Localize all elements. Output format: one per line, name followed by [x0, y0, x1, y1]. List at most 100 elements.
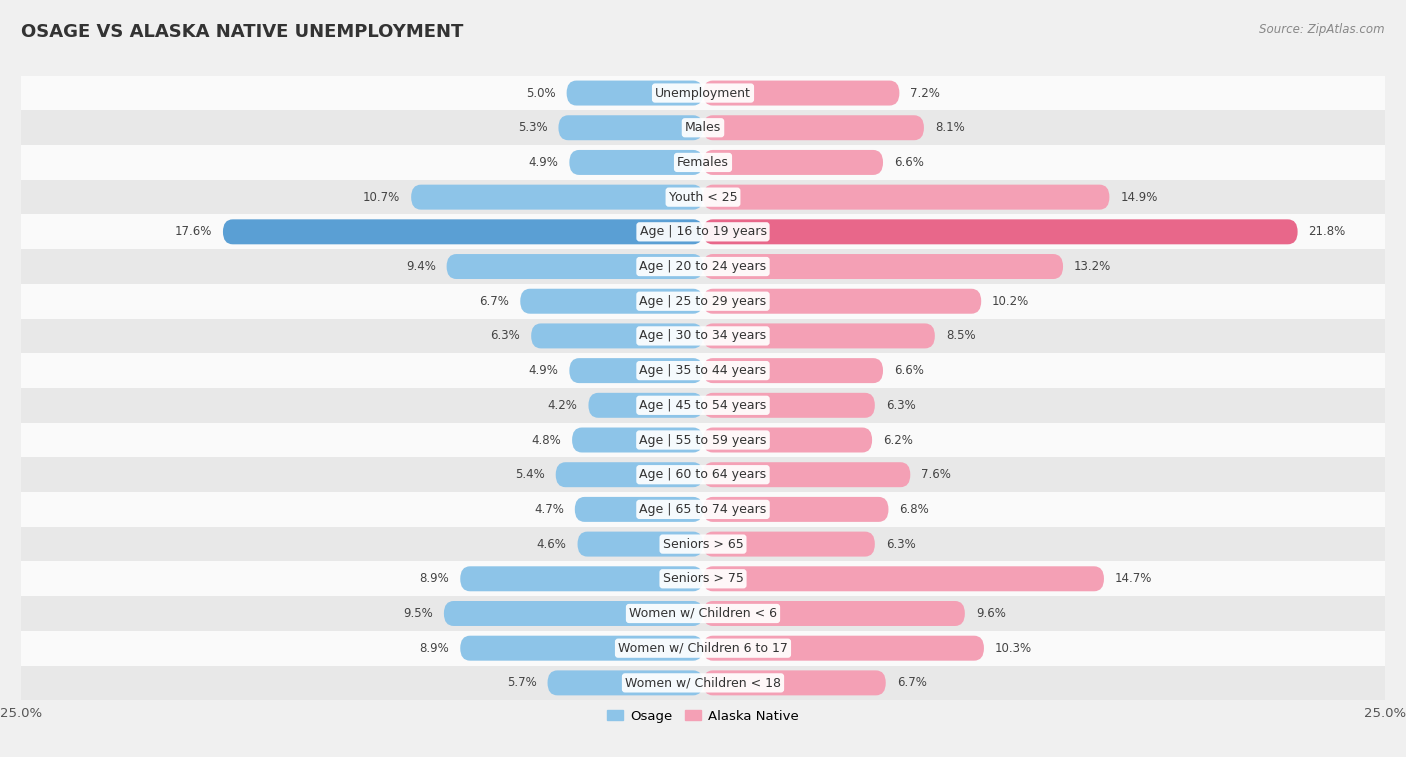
Text: 14.7%: 14.7% — [1115, 572, 1153, 585]
Bar — [21, 319, 1385, 354]
Text: Age | 45 to 54 years: Age | 45 to 54 years — [640, 399, 766, 412]
FancyBboxPatch shape — [703, 115, 924, 140]
Legend: Osage, Alaska Native: Osage, Alaska Native — [602, 705, 804, 728]
FancyBboxPatch shape — [703, 531, 875, 556]
Text: 10.3%: 10.3% — [995, 642, 1032, 655]
Bar — [21, 214, 1385, 249]
FancyBboxPatch shape — [411, 185, 703, 210]
Text: 7.2%: 7.2% — [910, 86, 941, 100]
Text: 6.6%: 6.6% — [894, 156, 924, 169]
Bar — [21, 180, 1385, 214]
Bar — [21, 527, 1385, 562]
Text: Seniors > 75: Seniors > 75 — [662, 572, 744, 585]
FancyBboxPatch shape — [703, 185, 1109, 210]
FancyBboxPatch shape — [569, 150, 703, 175]
Text: Age | 60 to 64 years: Age | 60 to 64 years — [640, 468, 766, 481]
Text: Seniors > 65: Seniors > 65 — [662, 537, 744, 550]
FancyBboxPatch shape — [567, 80, 703, 105]
Text: 6.8%: 6.8% — [900, 503, 929, 516]
Text: 10.7%: 10.7% — [363, 191, 401, 204]
FancyBboxPatch shape — [703, 150, 883, 175]
Text: 10.2%: 10.2% — [993, 294, 1029, 308]
FancyBboxPatch shape — [703, 254, 1063, 279]
Text: Women w/ Children < 6: Women w/ Children < 6 — [628, 607, 778, 620]
Text: 5.4%: 5.4% — [515, 468, 544, 481]
Text: 6.3%: 6.3% — [886, 399, 915, 412]
Text: 4.9%: 4.9% — [529, 156, 558, 169]
FancyBboxPatch shape — [589, 393, 703, 418]
Text: Youth < 25: Youth < 25 — [669, 191, 737, 204]
Text: 4.2%: 4.2% — [548, 399, 578, 412]
Text: Unemployment: Unemployment — [655, 86, 751, 100]
Bar — [21, 457, 1385, 492]
Text: Age | 65 to 74 years: Age | 65 to 74 years — [640, 503, 766, 516]
Text: 8.9%: 8.9% — [419, 642, 450, 655]
FancyBboxPatch shape — [520, 288, 703, 313]
FancyBboxPatch shape — [703, 288, 981, 313]
FancyBboxPatch shape — [569, 358, 703, 383]
Text: 6.7%: 6.7% — [479, 294, 509, 308]
Text: 9.6%: 9.6% — [976, 607, 1005, 620]
Text: Age | 25 to 29 years: Age | 25 to 29 years — [640, 294, 766, 308]
FancyBboxPatch shape — [447, 254, 703, 279]
Text: 4.6%: 4.6% — [537, 537, 567, 550]
FancyBboxPatch shape — [555, 463, 703, 488]
Text: Males: Males — [685, 121, 721, 134]
Text: Age | 30 to 34 years: Age | 30 to 34 years — [640, 329, 766, 342]
FancyBboxPatch shape — [444, 601, 703, 626]
Text: Age | 35 to 44 years: Age | 35 to 44 years — [640, 364, 766, 377]
Text: 5.7%: 5.7% — [508, 676, 537, 690]
Text: 9.4%: 9.4% — [406, 260, 436, 273]
Text: Age | 55 to 59 years: Age | 55 to 59 years — [640, 434, 766, 447]
FancyBboxPatch shape — [703, 566, 1104, 591]
FancyBboxPatch shape — [531, 323, 703, 348]
Bar — [21, 562, 1385, 597]
FancyBboxPatch shape — [703, 636, 984, 661]
Text: 6.3%: 6.3% — [491, 329, 520, 342]
FancyBboxPatch shape — [703, 497, 889, 522]
Text: 6.3%: 6.3% — [886, 537, 915, 550]
Text: 9.5%: 9.5% — [404, 607, 433, 620]
FancyBboxPatch shape — [703, 428, 872, 453]
Bar — [21, 388, 1385, 422]
FancyBboxPatch shape — [547, 671, 703, 696]
FancyBboxPatch shape — [703, 80, 900, 105]
FancyBboxPatch shape — [703, 220, 1298, 245]
Bar — [21, 422, 1385, 457]
Text: Women w/ Children < 18: Women w/ Children < 18 — [626, 676, 780, 690]
FancyBboxPatch shape — [703, 358, 883, 383]
Text: 4.7%: 4.7% — [534, 503, 564, 516]
Text: 8.1%: 8.1% — [935, 121, 965, 134]
Text: 4.9%: 4.9% — [529, 364, 558, 377]
FancyBboxPatch shape — [703, 323, 935, 348]
FancyBboxPatch shape — [572, 428, 703, 453]
Bar — [21, 354, 1385, 388]
FancyBboxPatch shape — [578, 531, 703, 556]
FancyBboxPatch shape — [460, 636, 703, 661]
Bar — [21, 249, 1385, 284]
Bar — [21, 665, 1385, 700]
FancyBboxPatch shape — [575, 497, 703, 522]
FancyBboxPatch shape — [703, 393, 875, 418]
Text: 8.5%: 8.5% — [946, 329, 976, 342]
Bar — [21, 597, 1385, 631]
FancyBboxPatch shape — [703, 601, 965, 626]
Text: Source: ZipAtlas.com: Source: ZipAtlas.com — [1260, 23, 1385, 36]
FancyBboxPatch shape — [460, 566, 703, 591]
Text: 21.8%: 21.8% — [1309, 226, 1346, 238]
Text: 5.0%: 5.0% — [526, 86, 555, 100]
Text: 17.6%: 17.6% — [174, 226, 212, 238]
Text: Females: Females — [678, 156, 728, 169]
Text: OSAGE VS ALASKA NATIVE UNEMPLOYMENT: OSAGE VS ALASKA NATIVE UNEMPLOYMENT — [21, 23, 464, 41]
FancyBboxPatch shape — [703, 671, 886, 696]
Bar — [21, 492, 1385, 527]
Text: Women w/ Children 6 to 17: Women w/ Children 6 to 17 — [619, 642, 787, 655]
Text: 6.7%: 6.7% — [897, 676, 927, 690]
Text: 5.3%: 5.3% — [517, 121, 547, 134]
Text: 4.8%: 4.8% — [531, 434, 561, 447]
Bar — [21, 284, 1385, 319]
Text: 6.6%: 6.6% — [894, 364, 924, 377]
Text: 13.2%: 13.2% — [1074, 260, 1111, 273]
Text: Age | 20 to 24 years: Age | 20 to 24 years — [640, 260, 766, 273]
FancyBboxPatch shape — [224, 220, 703, 245]
